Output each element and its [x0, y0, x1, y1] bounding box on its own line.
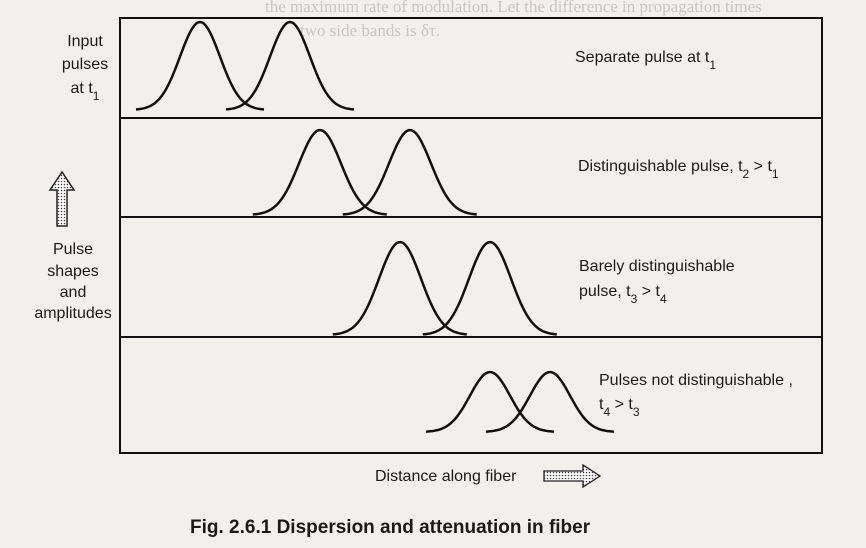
subscript: 1 [93, 89, 100, 103]
label-text: at t [71, 80, 94, 97]
label-text: Pulses not distinguishable , [599, 372, 793, 389]
label-line: Separate pulse at t1 [575, 49, 716, 72]
left-label: amplitudes [34, 305, 111, 322]
left-label: Pulse [53, 241, 93, 258]
label-line: Distinguishable pulse, t2 > t1 [578, 158, 779, 181]
label-line: Pulses not distinguishable , [599, 372, 793, 389]
subscript: 4 [603, 405, 610, 419]
subscript: 1 [709, 58, 716, 72]
panel-stack [119, 17, 823, 454]
right-arrow [543, 463, 602, 489]
label-text: > t [610, 396, 633, 413]
label-text: Distinguishable pulse, t [578, 158, 743, 175]
label-line: pulse, t3 > t4 [579, 283, 667, 306]
label-line: t4 > t3 [599, 396, 640, 419]
pulse [342, 128, 477, 216]
left-label: and [60, 284, 87, 301]
pulse [252, 128, 387, 216]
subscript: 3 [633, 405, 640, 419]
left-label: Input [67, 33, 103, 50]
label-text: pulse, t [579, 283, 631, 300]
caption: Fig. 2.6.1 Dispersion and attenuation in… [190, 517, 591, 538]
left-label: shapes [47, 263, 99, 280]
pulse [422, 240, 557, 336]
up-arrow [48, 170, 76, 227]
subscript: 1 [772, 167, 779, 181]
pulse [485, 370, 615, 433]
label-text: t [599, 396, 604, 413]
background-text: the maximum rate of modulation. Let the … [265, 0, 762, 16]
pulse [225, 20, 355, 111]
subscript: 4 [660, 292, 667, 306]
x-axis-label: Distance along fiber [375, 468, 517, 485]
label-line: Barely distinguishable [579, 258, 735, 275]
subscript: 2 [743, 167, 750, 181]
label-text: > t [637, 283, 660, 300]
panel-frame [119, 17, 823, 454]
label-text: Barely distinguishable [579, 258, 735, 275]
label-text: Separate pulse at t [575, 49, 710, 66]
pulse [332, 240, 467, 336]
subscript: 3 [631, 292, 638, 306]
label-text: > t [749, 158, 772, 175]
pulse [425, 370, 555, 433]
left-label: pulses [62, 56, 108, 73]
pulse [135, 20, 265, 111]
label-line: at t1 [71, 80, 100, 103]
background-text: two side bands is δτ. [300, 21, 440, 40]
